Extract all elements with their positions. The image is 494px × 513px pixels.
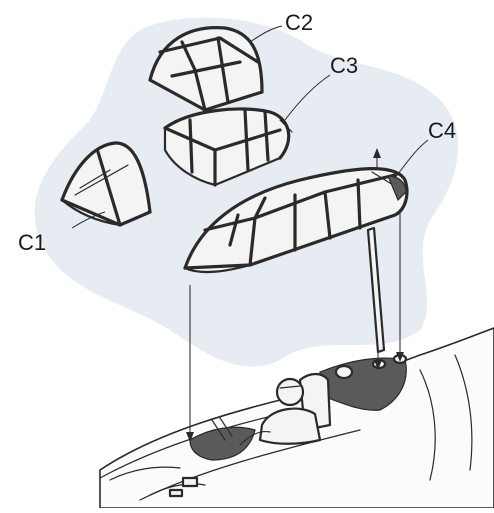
label-leaders — [71, 25, 429, 229]
part-c2 — [148, 26, 264, 112]
fuselage — [99, 327, 494, 509]
label-c4: C4 — [428, 118, 456, 143]
label-c3: C3 — [330, 53, 358, 78]
part-labels: C1 C2 C3 C4 — [18, 10, 456, 255]
label-c2: C2 — [285, 10, 313, 35]
part-c3 — [163, 107, 293, 187]
part-c4 — [183, 167, 409, 274]
part-c1 — [60, 141, 152, 227]
background-wash — [34, 17, 459, 367]
label-c1: C1 — [18, 230, 46, 255]
